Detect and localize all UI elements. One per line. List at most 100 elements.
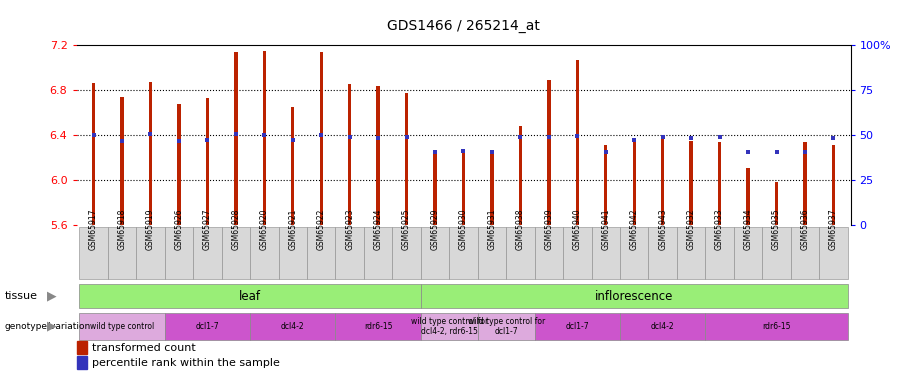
Bar — [620, 227, 649, 279]
Bar — [677, 227, 706, 279]
Bar — [576, 60, 579, 225]
Bar — [250, 227, 278, 279]
Bar — [250, 313, 336, 340]
Bar — [591, 227, 620, 279]
Bar — [689, 141, 693, 225]
Bar — [307, 227, 336, 279]
Text: leaf: leaf — [239, 290, 261, 303]
Text: GSM65943: GSM65943 — [658, 209, 667, 251]
Bar — [706, 227, 734, 279]
Bar — [563, 227, 591, 279]
Bar — [535, 227, 563, 279]
Bar — [92, 83, 95, 225]
Text: GSM65938: GSM65938 — [516, 209, 525, 251]
Text: GSM65932: GSM65932 — [687, 209, 696, 251]
Bar — [604, 145, 608, 225]
Bar — [478, 227, 506, 279]
Bar — [405, 93, 409, 225]
Text: dcl1-7: dcl1-7 — [195, 322, 220, 331]
Bar — [421, 227, 449, 279]
Bar — [706, 313, 848, 340]
Bar — [819, 227, 848, 279]
Text: GSM65940: GSM65940 — [572, 209, 581, 251]
Bar — [421, 313, 478, 340]
Text: GSM65939: GSM65939 — [544, 209, 554, 251]
Bar — [320, 52, 323, 225]
Text: GSM65917: GSM65917 — [89, 209, 98, 251]
Bar — [661, 140, 664, 225]
Bar — [804, 142, 806, 225]
Bar — [79, 313, 165, 340]
Text: GSM65933: GSM65933 — [716, 209, 724, 251]
Bar — [165, 227, 194, 279]
Text: GSM65942: GSM65942 — [630, 209, 639, 251]
Bar — [791, 227, 819, 279]
Bar — [108, 227, 136, 279]
Bar — [547, 80, 551, 225]
Bar — [449, 227, 478, 279]
Bar — [234, 52, 238, 225]
Text: GSM65941: GSM65941 — [601, 209, 610, 251]
Text: GSM65924: GSM65924 — [374, 209, 382, 251]
Text: GSM65920: GSM65920 — [260, 209, 269, 251]
Bar — [364, 227, 392, 279]
Bar — [206, 98, 209, 225]
Text: GSM65937: GSM65937 — [829, 209, 838, 251]
Text: GSM65929: GSM65929 — [430, 209, 439, 251]
Bar — [506, 227, 535, 279]
Bar — [136, 227, 165, 279]
Text: GSM65922: GSM65922 — [317, 209, 326, 251]
Text: inflorescence: inflorescence — [595, 290, 673, 303]
Text: GSM65935: GSM65935 — [772, 209, 781, 251]
Text: GSM65926: GSM65926 — [175, 209, 184, 251]
Bar — [221, 227, 250, 279]
Bar — [278, 227, 307, 279]
Bar — [762, 227, 791, 279]
Bar — [291, 107, 294, 225]
Text: ▶: ▶ — [47, 320, 57, 333]
Text: dcl4-2: dcl4-2 — [281, 322, 304, 331]
Bar — [633, 138, 636, 225]
Text: GSM65925: GSM65925 — [402, 209, 411, 251]
Text: ▶: ▶ — [47, 290, 57, 303]
Text: GSM65930: GSM65930 — [459, 209, 468, 251]
Bar — [734, 227, 762, 279]
Bar — [148, 82, 152, 225]
Bar — [177, 104, 181, 225]
Bar — [165, 313, 250, 340]
Bar — [718, 142, 721, 225]
Text: wild type control for
dcl4-2, rdr6-15: wild type control for dcl4-2, rdr6-15 — [410, 316, 488, 336]
Bar — [832, 145, 835, 225]
Bar — [336, 227, 364, 279]
Text: rdr6-15: rdr6-15 — [364, 322, 392, 331]
Bar — [194, 227, 221, 279]
Text: genotype/variation: genotype/variation — [4, 322, 91, 331]
Text: wild type control: wild type control — [90, 322, 154, 331]
Text: GSM65934: GSM65934 — [743, 209, 752, 251]
Text: GSM65919: GSM65919 — [146, 209, 155, 251]
Text: rdr6-15: rdr6-15 — [762, 322, 791, 331]
Bar — [649, 227, 677, 279]
Bar — [421, 284, 848, 308]
Bar — [121, 97, 123, 225]
Bar — [392, 227, 421, 279]
Text: tissue: tissue — [4, 291, 38, 301]
Bar — [775, 182, 778, 225]
Bar — [620, 313, 706, 340]
Bar — [79, 227, 108, 279]
Text: percentile rank within the sample: percentile rank within the sample — [92, 358, 280, 368]
Text: wild type control for
dcl1-7: wild type control for dcl1-7 — [468, 316, 544, 336]
Bar — [433, 150, 436, 225]
Bar — [336, 313, 421, 340]
Text: GSM65927: GSM65927 — [202, 209, 211, 251]
Text: dcl1-7: dcl1-7 — [565, 322, 590, 331]
Text: GSM65928: GSM65928 — [231, 209, 240, 251]
Bar — [478, 313, 535, 340]
Text: dcl4-2: dcl4-2 — [651, 322, 674, 331]
Bar — [348, 84, 351, 225]
Text: transformed count: transformed count — [92, 343, 195, 353]
Bar — [518, 126, 522, 225]
Bar — [462, 150, 465, 225]
Text: GDS1466 / 265214_at: GDS1466 / 265214_at — [387, 19, 540, 33]
Bar — [263, 51, 266, 225]
